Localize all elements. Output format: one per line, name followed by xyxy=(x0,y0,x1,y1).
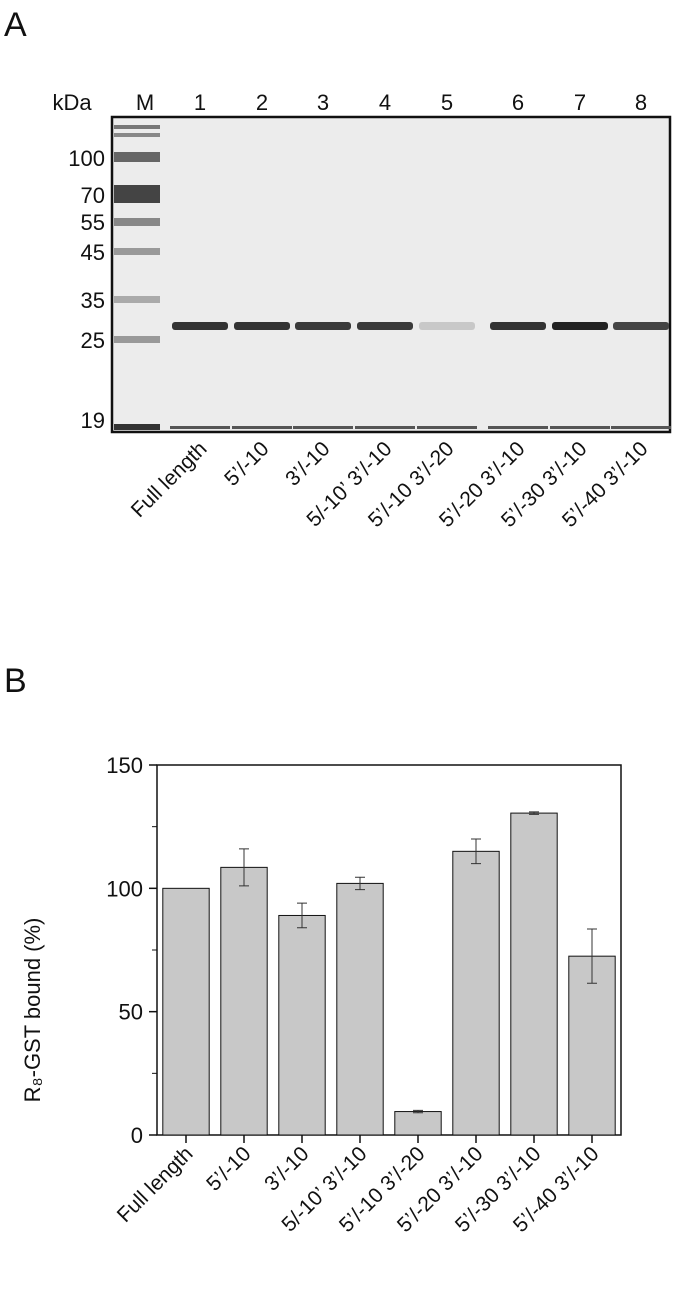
lane-name: 3’/-10 xyxy=(281,437,334,490)
lane-number: 6 xyxy=(512,90,524,115)
mw-label: 19 xyxy=(81,408,105,433)
protein-band xyxy=(234,322,290,330)
dye-front xyxy=(488,426,548,429)
error-bar xyxy=(529,811,539,815)
marker-band xyxy=(114,185,160,203)
marker-lane-label: M xyxy=(136,90,154,115)
dye-front xyxy=(355,426,415,429)
y-tick-label: 0 xyxy=(131,1123,143,1148)
bar xyxy=(452,850,500,1136)
x-tick-label: 3’/-10 xyxy=(260,1142,313,1195)
dye-front xyxy=(550,426,610,429)
bar xyxy=(568,955,616,1136)
lane-number: 2 xyxy=(256,90,268,115)
y-axis-title: R₈-GST bound (%) xyxy=(20,918,45,1103)
lane-number: 4 xyxy=(379,90,391,115)
bar xyxy=(394,1111,442,1136)
mw-label: 55 xyxy=(81,210,105,235)
gel xyxy=(110,115,672,434)
marker-band xyxy=(114,218,160,226)
protein-band xyxy=(613,322,669,330)
mw-label: 25 xyxy=(81,328,105,353)
error-bar xyxy=(239,848,249,887)
y-tick-label: 150 xyxy=(106,753,143,778)
mw-label: 100 xyxy=(68,146,105,171)
lane-number: 7 xyxy=(574,90,586,115)
marker-band xyxy=(114,424,160,430)
lane-number: 8 xyxy=(635,90,647,115)
error-bar xyxy=(413,1109,423,1114)
bar xyxy=(336,882,384,1136)
lane-name: 5’/-10 xyxy=(220,437,273,490)
marker-band xyxy=(114,336,160,343)
mw-label: 45 xyxy=(81,240,105,265)
error-bar xyxy=(587,928,597,984)
y-tick-label: 100 xyxy=(106,876,143,901)
marker-band xyxy=(114,152,160,162)
protein-band xyxy=(419,322,475,330)
mw-label: 35 xyxy=(81,288,105,313)
panel-label: A xyxy=(4,6,27,44)
lane-name: Full length xyxy=(127,437,212,522)
marker-bands xyxy=(114,125,160,430)
bar xyxy=(162,887,210,1136)
x-tick-label: 5’/-10 xyxy=(202,1142,255,1195)
lane-number: 5 xyxy=(441,90,453,115)
marker-band xyxy=(114,296,160,303)
dye-front xyxy=(417,426,477,429)
y-tick-label: 50 xyxy=(119,1000,143,1025)
lane-number: 1 xyxy=(194,90,206,115)
dye-front xyxy=(611,426,671,429)
protein-band xyxy=(295,322,351,330)
error-bar xyxy=(297,902,307,929)
marker-band xyxy=(114,125,160,129)
marker-band xyxy=(114,133,160,137)
dye-front xyxy=(293,426,353,429)
mw-label: 70 xyxy=(81,183,105,208)
dye-front xyxy=(170,426,230,429)
panel-label: B xyxy=(4,662,27,700)
protein-band xyxy=(172,322,228,330)
protein-band xyxy=(357,322,413,330)
bar xyxy=(278,914,326,1136)
bar xyxy=(510,812,558,1136)
protein-band xyxy=(552,322,608,330)
unit-label: kDa xyxy=(52,90,92,115)
bar xyxy=(220,866,268,1136)
lane-number: 3 xyxy=(317,90,329,115)
error-bar xyxy=(471,838,481,865)
x-tick-label: Full length xyxy=(113,1142,198,1227)
error-bar xyxy=(355,876,365,891)
dye-front xyxy=(232,426,292,429)
marker-band xyxy=(114,248,160,255)
protein-band xyxy=(490,322,546,330)
